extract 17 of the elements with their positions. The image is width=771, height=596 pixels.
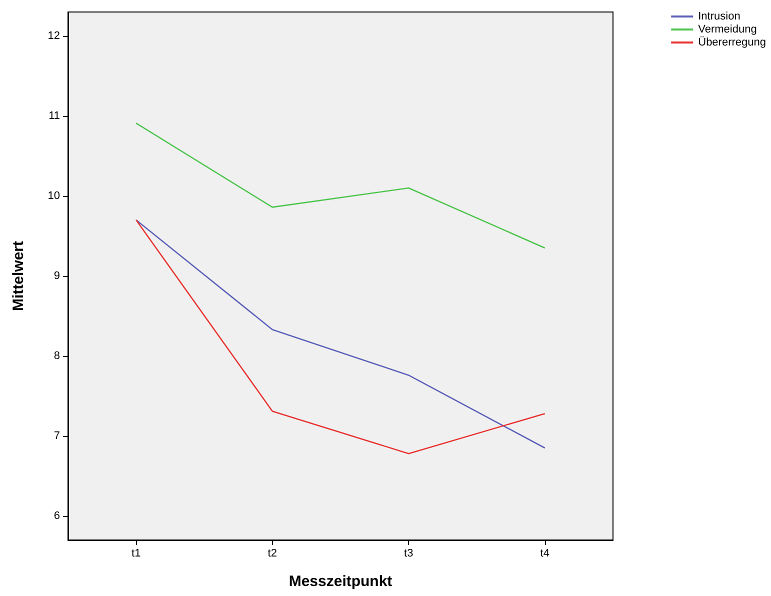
y-tick-label: 10 xyxy=(48,190,60,202)
y-tick-label: 11 xyxy=(48,110,60,122)
x-tick-label: t3 xyxy=(404,548,414,560)
x-tick-label: t4 xyxy=(540,548,550,560)
legend-label: Intrusion xyxy=(698,10,740,22)
y-tick-label: 7 xyxy=(54,430,60,442)
y-tick-label: 8 xyxy=(54,350,60,362)
x-tick-label: t2 xyxy=(268,548,277,560)
y-tick-label: 6 xyxy=(54,510,60,522)
legend-label: Übererregung xyxy=(698,36,766,48)
y-tick-label: 9 xyxy=(54,270,60,282)
x-tick-label: t1 xyxy=(132,548,141,560)
line-series xyxy=(135,122,546,249)
x-axis-title: Messzeitpunkt xyxy=(288,573,392,590)
legend-label: Vermeidung xyxy=(698,24,757,36)
y-axis-title: Mittelwert xyxy=(10,240,27,312)
y-tick-label: 12 xyxy=(48,30,60,42)
